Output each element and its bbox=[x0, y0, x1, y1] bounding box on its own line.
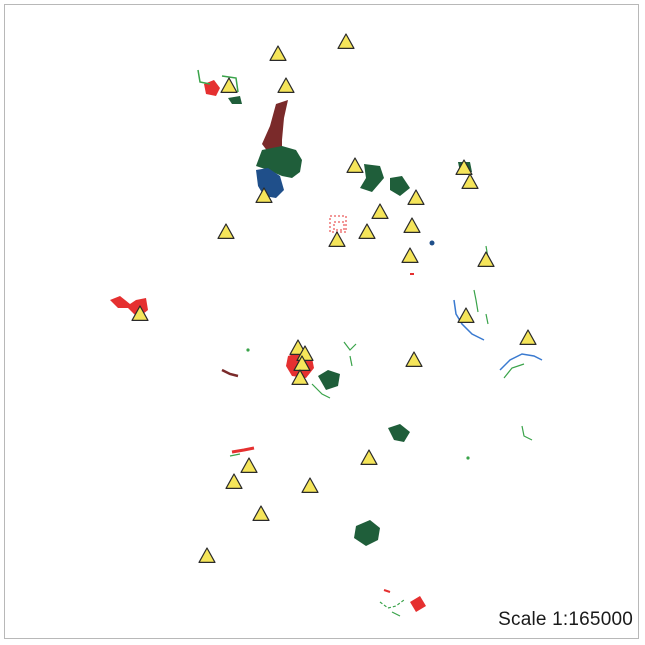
green-line bbox=[221, 75, 239, 93]
green-line bbox=[229, 453, 241, 457]
green-line bbox=[311, 383, 331, 399]
triangle-icon[interactable] bbox=[217, 223, 235, 239]
red-line bbox=[383, 589, 391, 593]
maroon-area bbox=[262, 100, 288, 152]
triangle-icon[interactable] bbox=[461, 173, 479, 189]
blue-point bbox=[429, 240, 435, 246]
triangle-icon[interactable] bbox=[252, 505, 270, 522]
triangle-icon[interactable] bbox=[301, 477, 319, 493]
forest-area bbox=[318, 370, 340, 390]
forest-area bbox=[360, 164, 384, 192]
triangle-icon[interactable] bbox=[328, 231, 346, 247]
marker-layer bbox=[131, 33, 537, 564]
triangle-icon[interactable] bbox=[225, 473, 243, 489]
triangle-icon[interactable] bbox=[358, 223, 376, 239]
triangle-icon[interactable] bbox=[131, 305, 149, 321]
forest-area bbox=[354, 520, 380, 546]
light-blue-line bbox=[453, 299, 485, 341]
forest-area bbox=[388, 424, 410, 442]
triangle-icon[interactable] bbox=[405, 351, 423, 367]
triangle-icon[interactable] bbox=[220, 77, 238, 94]
triangle-icon[interactable] bbox=[277, 77, 295, 94]
triangle-icon[interactable] bbox=[240, 457, 258, 473]
triangle-icon[interactable] bbox=[455, 159, 473, 175]
triangle-icon[interactable] bbox=[198, 547, 216, 564]
green-line bbox=[485, 313, 489, 325]
triangle-icon[interactable] bbox=[269, 45, 287, 62]
map-frame bbox=[4, 4, 639, 639]
green-point bbox=[466, 456, 470, 460]
triangle-icon[interactable] bbox=[346, 157, 364, 173]
triangle-icon[interactable] bbox=[371, 203, 389, 219]
triangle-icon[interactable] bbox=[255, 187, 273, 203]
green-line bbox=[379, 599, 405, 609]
forest-area bbox=[228, 96, 242, 104]
triangle-icon[interactable] bbox=[293, 355, 311, 371]
green-line bbox=[503, 363, 525, 379]
forest-area bbox=[390, 176, 410, 196]
maroon-line bbox=[221, 368, 239, 378]
red-line bbox=[231, 446, 255, 454]
green-line bbox=[521, 425, 533, 441]
green-line bbox=[391, 611, 401, 617]
triangle-icon[interactable] bbox=[519, 329, 537, 345]
red-outline bbox=[333, 221, 345, 231]
green-point bbox=[246, 348, 250, 352]
light-blue-line bbox=[499, 353, 543, 371]
triangle-icon[interactable] bbox=[360, 449, 378, 465]
red-area bbox=[204, 80, 220, 96]
red-outline bbox=[329, 215, 347, 233]
map-features bbox=[110, 69, 543, 617]
red-area bbox=[410, 596, 426, 612]
green-line bbox=[343, 341, 357, 351]
triangle-icon[interactable] bbox=[291, 369, 309, 385]
triangle-icon[interactable] bbox=[401, 247, 419, 263]
triangle-icon[interactable] bbox=[457, 307, 475, 323]
triangle-icon[interactable] bbox=[407, 189, 425, 205]
triangle-icon[interactable] bbox=[403, 217, 421, 233]
green-line bbox=[473, 289, 479, 313]
scale-label: Scale 1:165000 bbox=[498, 609, 633, 630]
forest-area bbox=[256, 146, 302, 178]
triangle-icon[interactable] bbox=[337, 33, 355, 50]
green-line bbox=[349, 355, 353, 367]
triangle-icon[interactable] bbox=[477, 251, 495, 267]
green-line bbox=[197, 69, 211, 85]
